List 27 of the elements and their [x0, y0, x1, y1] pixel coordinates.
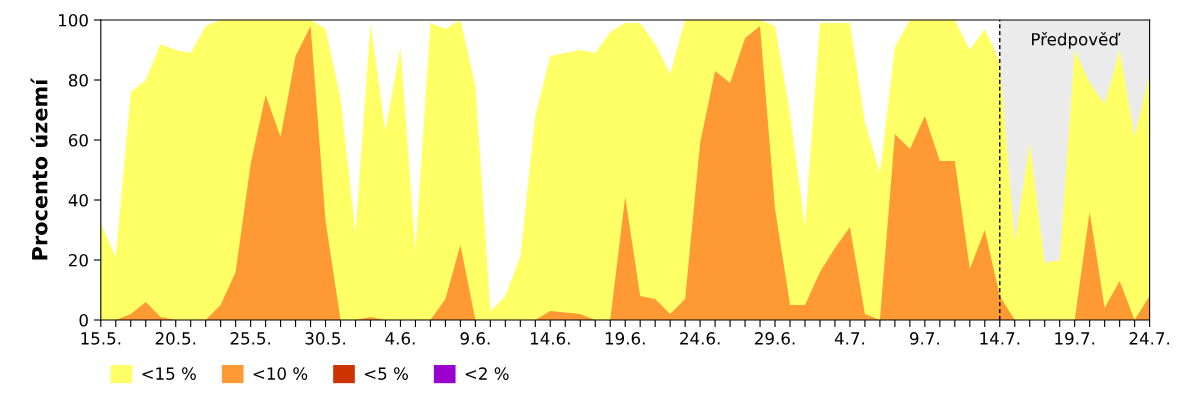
x-tick-label: 15.5.: [81, 332, 121, 345]
y-tick-label: 100: [59, 13, 88, 27]
legend-label: <15 %: [142, 367, 196, 380]
legend-label: <10 %: [253, 367, 308, 380]
x-tick-label: 9.7.: [910, 332, 939, 345]
y-tick-label: 60: [68, 133, 88, 147]
x-tick-label: 19.7.: [1055, 332, 1095, 345]
x-tick-label: 30.5.: [305, 332, 345, 345]
x-tick-label: 25.5.: [230, 332, 271, 345]
band-label: Předpověď: [1032, 32, 1121, 49]
legend-label: <2 %: [465, 367, 509, 380]
x-tick-label: 24.7.: [1129, 332, 1170, 345]
x-tick-label: 24.6.: [680, 332, 720, 345]
x-tick-label: 29.6.: [755, 332, 795, 345]
legend-label: <5 %: [364, 367, 408, 380]
x-tick-label: 19.6.: [605, 332, 645, 345]
x-tick-label: 14.7.: [980, 332, 1020, 345]
x-tick-label: 14.6.: [530, 332, 570, 345]
y-tick-label: 20: [69, 253, 88, 267]
y-axis-title: Procento území: [30, 77, 48, 260]
x-tick-label: 4.6.: [385, 332, 415, 345]
y-tick-label: 40: [68, 193, 88, 207]
x-tick-label: 9.6.: [460, 332, 490, 345]
x-tick-label: 4.7.: [834, 332, 865, 345]
y-tick-label: 0: [79, 313, 88, 327]
x-tick-label: 20.5.: [155, 332, 196, 345]
y-tick-label: 80: [68, 73, 88, 87]
